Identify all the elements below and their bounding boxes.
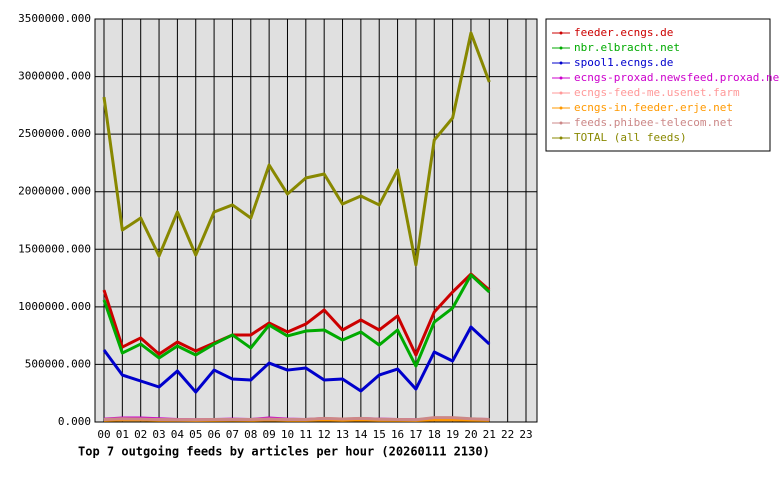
chart-title: Top 7 outgoing feeds by articles per hou… (78, 445, 490, 459)
x-tick-label: 20 (464, 428, 477, 441)
legend-label: TOTAL (all feeds) (574, 131, 687, 144)
y-tick-label: 2500000.000 (18, 127, 91, 140)
x-tick-label: 15 (373, 428, 386, 441)
x-tick-label: 01 (116, 428, 129, 441)
legend-label: feeds.phibee-telecom.net (574, 116, 733, 129)
y-tick-label: 500000.000 (25, 357, 91, 370)
legend-label: ecngs-feed-me.usenet.farm (574, 86, 740, 99)
legend-dot (559, 121, 563, 125)
legend-dot (559, 76, 563, 80)
x-tick-label: 05 (189, 428, 202, 441)
legend-label: ecngs-in.feeder.erje.net (574, 101, 733, 114)
x-tick-label: 16 (391, 428, 404, 441)
legend-label: nbr.elbracht.net (574, 41, 680, 54)
x-tick-label: 08 (244, 428, 257, 441)
x-tick-label: 00 (97, 428, 110, 441)
legend (545, 18, 771, 152)
legend-label: ecngs-proxad.newsfeed.proxad.net (574, 71, 780, 84)
x-tick-label: 02 (134, 428, 147, 441)
y-tick-label: 2000000.000 (18, 185, 91, 198)
legend-label: feeder.ecngs.de (574, 26, 673, 39)
x-tick-label: 03 (152, 428, 165, 441)
y-tick-label: 3000000.000 (18, 70, 91, 83)
y-tick-label: 3500000.000 (18, 12, 91, 25)
x-tick-label: 21 (483, 428, 496, 441)
series-line (103, 416, 490, 422)
x-tick-label: 06 (207, 428, 220, 441)
series-line (102, 325, 491, 394)
x-tick-label: 13 (336, 428, 349, 441)
y-tick-label: 1000000.000 (18, 300, 91, 313)
x-tick-label: 23 (519, 428, 532, 441)
legend-dot (559, 61, 563, 65)
legend-label: spool1.ecngs.de (574, 56, 673, 69)
x-tick-label: 19 (446, 428, 459, 441)
legend-dot (559, 46, 563, 50)
x-tick-label: 07 (226, 428, 239, 441)
y-tick-label: 1500000.000 (18, 242, 91, 255)
legend-dot (559, 91, 563, 95)
x-tick-label: 22 (501, 428, 514, 441)
legend-dot (559, 136, 563, 140)
legend-dot (559, 106, 563, 110)
series-line (102, 272, 491, 357)
x-tick-label: 09 (263, 428, 276, 441)
x-tick-label: 10 (281, 428, 294, 441)
x-tick-label: 18 (428, 428, 441, 441)
x-tick-label: 17 (409, 428, 422, 441)
x-tick-label: 04 (171, 428, 185, 441)
legend-dot (559, 31, 563, 35)
x-tick-label: 14 (354, 428, 368, 441)
x-tick-label: 11 (299, 428, 312, 441)
y-tick-label: 0.000 (58, 415, 91, 428)
series-line (102, 273, 491, 368)
plot-area (94, 18, 538, 423)
x-tick-label: 12 (318, 428, 331, 441)
series-line (102, 31, 491, 267)
